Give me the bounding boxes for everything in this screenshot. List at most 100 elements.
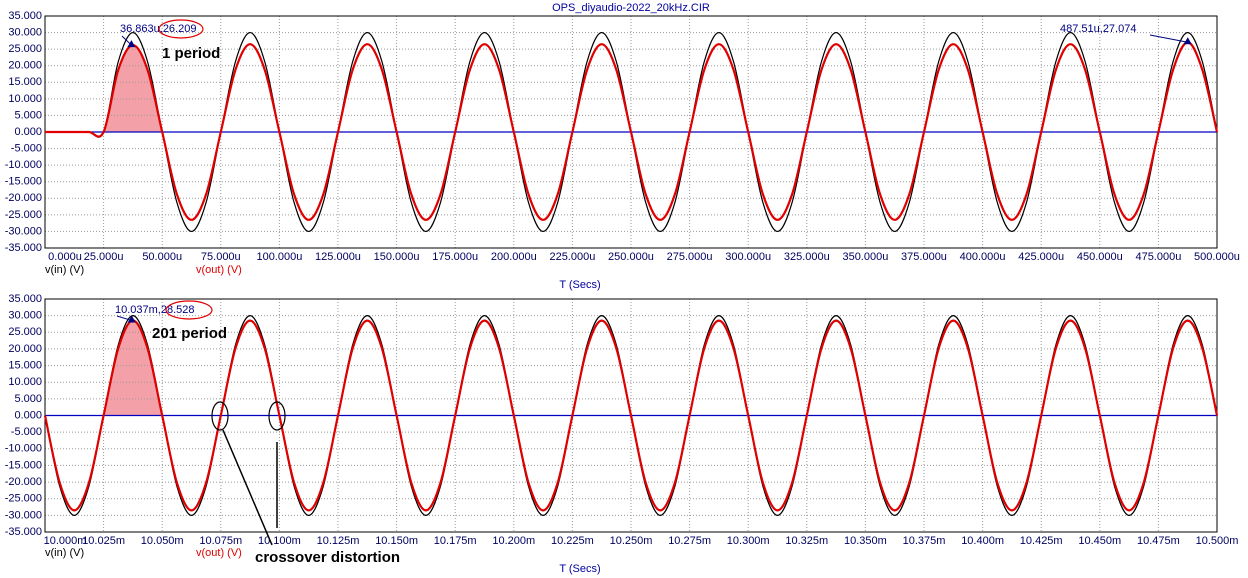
x-tick-label: 10.400m [961, 535, 1004, 547]
highlight-area [103, 320, 163, 416]
x-tick-label: 10.225m [551, 535, 594, 547]
highlight-area [103, 45, 163, 133]
x-tick-label: 10.100m [258, 535, 301, 547]
x-tick-label: 75.000u [201, 251, 241, 263]
series-line [43, 319, 1219, 512]
y-tick-label: -35.000 [5, 526, 42, 538]
y-tick-label: 0.000 [14, 126, 42, 138]
y-tick-label: -15.000 [5, 459, 42, 471]
y-tick-label: -30.000 [5, 509, 42, 521]
pointer-line [222, 429, 273, 546]
x-tick-label: 10.025m [82, 535, 125, 547]
y-tick-label: 15.000 [8, 76, 42, 88]
x-tick-label: 500.000u [1194, 251, 1240, 263]
x-tick-label: 10.125m [317, 535, 360, 547]
annotation: 36.863u,26.209 [120, 23, 196, 35]
x-tick-label: 475.000u [1135, 251, 1181, 263]
marker [127, 40, 136, 48]
x-tick-label: 175.000u [432, 251, 478, 263]
x-tick-label: 10.350m [844, 535, 887, 547]
y-tick-label: -5.000 [11, 426, 42, 438]
y-tick-label: 35.000 [8, 10, 42, 22]
y-tick-label: -10.000 [5, 443, 42, 455]
y-tick-label: 15.000 [8, 359, 42, 371]
marker [127, 315, 136, 323]
x-tick-label: 150.000u [374, 251, 420, 263]
x-tick-label: 25.000u [84, 251, 124, 263]
x-tick-label: 125.000u [315, 251, 361, 263]
x-tick-label: 10.425m [1020, 535, 1063, 547]
marker-leader [116, 315, 132, 322]
y-tick-label: 10.000 [8, 376, 42, 388]
x-tick-label: 10.475m [1137, 535, 1180, 547]
y-tick-label: 5.000 [14, 109, 42, 121]
x-tick-label: 10.200m [492, 535, 535, 547]
x-tick-label: 10.250m [610, 535, 653, 547]
legend-label: v(in) (V) [45, 547, 84, 559]
x-tick-label: 425.000u [1018, 251, 1064, 263]
y-tick-label: 5.000 [14, 393, 42, 405]
x-tick-label: 10.050m [141, 535, 184, 547]
x-tick-label: 10.450m [1078, 535, 1121, 547]
y-tick-label: -35.000 [5, 242, 42, 254]
y-tick-label: -25.000 [5, 209, 42, 221]
x-tick-label: 10.300m [727, 535, 770, 547]
annotation: 487.51u,27.074 [1060, 23, 1136, 35]
x-axis-title: T (Secs) [559, 279, 600, 291]
y-tick-label: -20.000 [5, 192, 42, 204]
x-tick-label: 10.075m [199, 535, 242, 547]
x-tick-label: 400.000u [960, 251, 1006, 263]
y-tick-label: 25.000 [8, 43, 42, 55]
crossover-ellipse [268, 401, 286, 431]
y-tick-label: -15.000 [5, 176, 42, 188]
legend-label: v(out) (V) [196, 264, 242, 276]
x-tick-label: 10.150m [375, 535, 418, 547]
y-tick-label: 30.000 [8, 310, 42, 322]
x-tick-label: 325.000u [784, 251, 830, 263]
x-tick-label: 225.000u [549, 251, 595, 263]
y-tick-label: 20.000 [8, 60, 42, 72]
crossover-ellipse [211, 401, 229, 431]
y-tick-label: -25.000 [5, 493, 42, 505]
x-tick-label: 10.000m [44, 535, 87, 547]
x-tick-label: 50.000u [142, 251, 182, 263]
y-tick-label: -30.000 [5, 225, 42, 237]
x-tick-label: 250.000u [608, 251, 654, 263]
x-tick-label: 300.000u [725, 251, 771, 263]
x-tick-label: 100.000u [256, 251, 302, 263]
y-tick-label: -10.000 [5, 159, 42, 171]
y-tick-label: 0.000 [14, 409, 42, 421]
y-tick-label: 25.000 [8, 326, 42, 338]
annotation: 10.037m,28.528 [115, 304, 195, 316]
x-tick-label: 10.325m [785, 535, 828, 547]
chart-title: OPS_diyaudio-2022_20kHz.CIR [552, 2, 710, 14]
y-tick-label: 35.000 [8, 293, 42, 305]
series-line [45, 41, 1219, 221]
x-axis-title: T (Secs) [559, 563, 600, 575]
marker [1183, 37, 1192, 45]
annotation: 1 period [162, 45, 220, 62]
x-tick-label: 350.000u [842, 251, 888, 263]
annotation: crossover distortion [255, 549, 400, 566]
y-tick-label: -5.000 [11, 142, 42, 154]
callout-ellipse [158, 19, 204, 39]
x-tick-label: 0.000u [48, 251, 82, 263]
callout-ellipse [165, 300, 213, 320]
x-tick-label: 275.000u [667, 251, 713, 263]
x-tick-label: 375.000u [901, 251, 947, 263]
y-tick-label: 20.000 [8, 343, 42, 355]
legend-label: v(in) (V) [45, 264, 84, 276]
y-tick-label: -20.000 [5, 476, 42, 488]
y-tick-label: 10.000 [8, 93, 42, 105]
annotation: 201 period [152, 325, 227, 342]
x-tick-label: 10.375m [903, 535, 946, 547]
x-tick-label: 10.500m [1196, 535, 1239, 547]
y-tick-label: 30.000 [8, 26, 42, 38]
x-tick-label: 10.275m [668, 535, 711, 547]
x-tick-label: 10.175m [434, 535, 477, 547]
x-tick-label: 450.000u [1077, 251, 1123, 263]
marker-leader [1149, 34, 1188, 43]
legend-label: v(out) (V) [196, 547, 242, 559]
